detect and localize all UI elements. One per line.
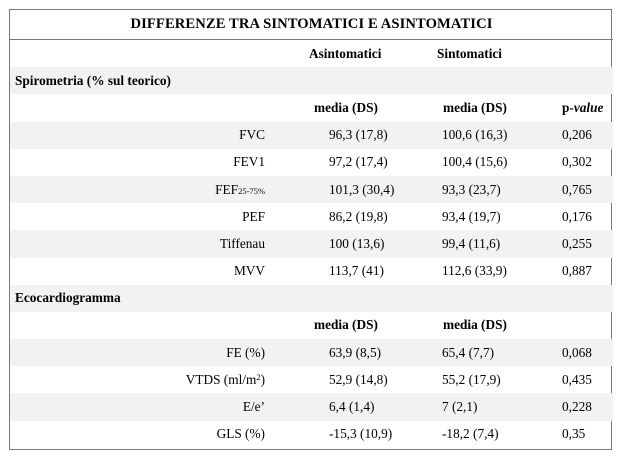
- value-p: 0,228: [504, 393, 614, 421]
- table-row: FE (%) 63,9 (8,5) 65,4 (7,7) 0,068: [10, 339, 614, 367]
- table-row: MVV 113,7 (41) 112,6 (33,9) 0,887: [10, 258, 613, 285]
- value-p: 0,435: [562, 371, 592, 387]
- value-p: 0,302: [562, 154, 592, 170]
- subheader-media-asintomatici: media (DS): [314, 317, 378, 333]
- section-row-ecocardiogramma: Ecocardiogramma: [10, 284, 614, 312]
- value-sintomatici: 65,4 (7,7): [397, 339, 504, 367]
- value-p: 0,255: [504, 230, 614, 258]
- value-asintomatici: 96,3 (17,8): [273, 121, 397, 149]
- header-asintomatici: Asintomatici: [309, 45, 382, 61]
- row-label: PEF: [242, 208, 265, 224]
- value-p: 0,206: [504, 121, 614, 149]
- section-heading-spirometria: Spirometria (% sul teorico): [10, 67, 614, 95]
- table-row: FEF25-75% 101,3 (30,4) 93,3 (23,7) 0,765: [10, 175, 614, 204]
- table-row: PEF 86,2 (19,8) 93,4 (19,7) 0,176: [10, 203, 613, 230]
- section-row-spirometria: Spirometria (% sul teorico): [10, 67, 614, 95]
- row-label: Tiffenau: [10, 230, 273, 258]
- table-row: GLS (%) -15,3 (10,9) -18,2 (7,4) 0,35: [10, 421, 613, 448]
- row-label: E/e’: [10, 393, 273, 421]
- row-label: MVV: [233, 263, 265, 279]
- table-title: DIFFERENZE TRA SINTOMATICI E ASINTOMATIC…: [10, 10, 614, 40]
- row-label: FEF25-75%: [10, 175, 273, 204]
- value-p: 0,765: [504, 175, 614, 204]
- value-sintomatici: 100,4 (15,6): [442, 154, 508, 170]
- row-label: GLS (%): [216, 426, 265, 442]
- subheader-row-spirometria: media (DS) media (DS) p-value: [10, 94, 613, 121]
- subheader-p-value: p-value: [562, 99, 604, 115]
- table-title-row: DIFFERENZE TRA SINTOMATICI E ASINTOMATIC…: [10, 10, 614, 40]
- value-sintomatici: 7 (2,1): [397, 393, 504, 421]
- value-sintomatici: -18,2 (7,4): [442, 426, 499, 442]
- results-table-frame: DIFFERENZE TRA SINTOMATICI E ASINTOMATIC…: [9, 9, 614, 450]
- value-p: 0,35: [562, 426, 586, 442]
- table-row: FEV1 97,2 (17,4) 100,4 (15,6) 0,302: [10, 149, 613, 176]
- header-sintomatici: Sintomatici: [437, 45, 503, 61]
- value-sintomatici: 93,4 (19,7): [442, 208, 501, 224]
- value-asintomatici: 52,9 (14,8): [329, 371, 388, 387]
- value-sintomatici: 112,6 (33,9): [442, 263, 507, 279]
- table-row: VTDS (ml/m2) 52,9 (14,8) 55,2 (17,9) 0,4…: [10, 366, 613, 393]
- value-p: 0,176: [562, 208, 592, 224]
- subheader-media-sintomatici: media (DS): [443, 317, 507, 333]
- table-row: E/e’ 6,4 (1,4) 7 (2,1) 0,228: [10, 393, 614, 421]
- row-label: FVC: [10, 121, 273, 149]
- value-sintomatici: 99,4 (11,6): [397, 230, 504, 258]
- value-asintomatici: 6,4 (1,4): [273, 393, 397, 421]
- value-asintomatici: 86,2 (19,8): [329, 208, 388, 224]
- group-header-row: Asintomatici Sintomatici: [10, 40, 613, 68]
- table-row: Tiffenau 100 (13,6) 99,4 (11,6) 0,255: [10, 230, 614, 258]
- subheader-media-sintomatici: media (DS): [443, 99, 507, 115]
- value-asintomatici: 97,2 (17,4): [329, 154, 388, 170]
- value-sintomatici: 93,3 (23,7): [397, 175, 504, 204]
- results-table: DIFFERENZE TRA SINTOMATICI E ASINTOMATIC…: [10, 10, 614, 448]
- value-asintomatici: 100 (13,6): [273, 230, 397, 258]
- value-sintomatici: 100,6 (16,3): [397, 121, 507, 149]
- value-asintomatici: 63,9 (8,5): [273, 339, 397, 367]
- row-label: VTDS (ml/m2): [185, 371, 265, 387]
- value-asintomatici: 101,3 (30,4): [273, 175, 397, 204]
- section-heading-ecocardiogramma: Ecocardiogramma: [10, 284, 614, 312]
- table-row: FVC 96,3 (17,8) 100,6 (16,3) 0,206: [10, 121, 614, 149]
- row-label: FE (%): [10, 339, 273, 367]
- value-p: 0,068: [504, 339, 614, 367]
- value-sintomatici: 55,2 (17,9): [442, 371, 501, 387]
- subheader-row-ecocardiogramma: media (DS) media (DS): [10, 312, 613, 339]
- value-asintomatici: -15,3 (10,9): [329, 426, 393, 442]
- value-asintomatici: 113,7 (41): [329, 263, 384, 279]
- row-label: FEV1: [233, 154, 265, 170]
- value-p: 0,887: [562, 263, 592, 279]
- subheader-media-asintomatici: media (DS): [314, 99, 378, 115]
